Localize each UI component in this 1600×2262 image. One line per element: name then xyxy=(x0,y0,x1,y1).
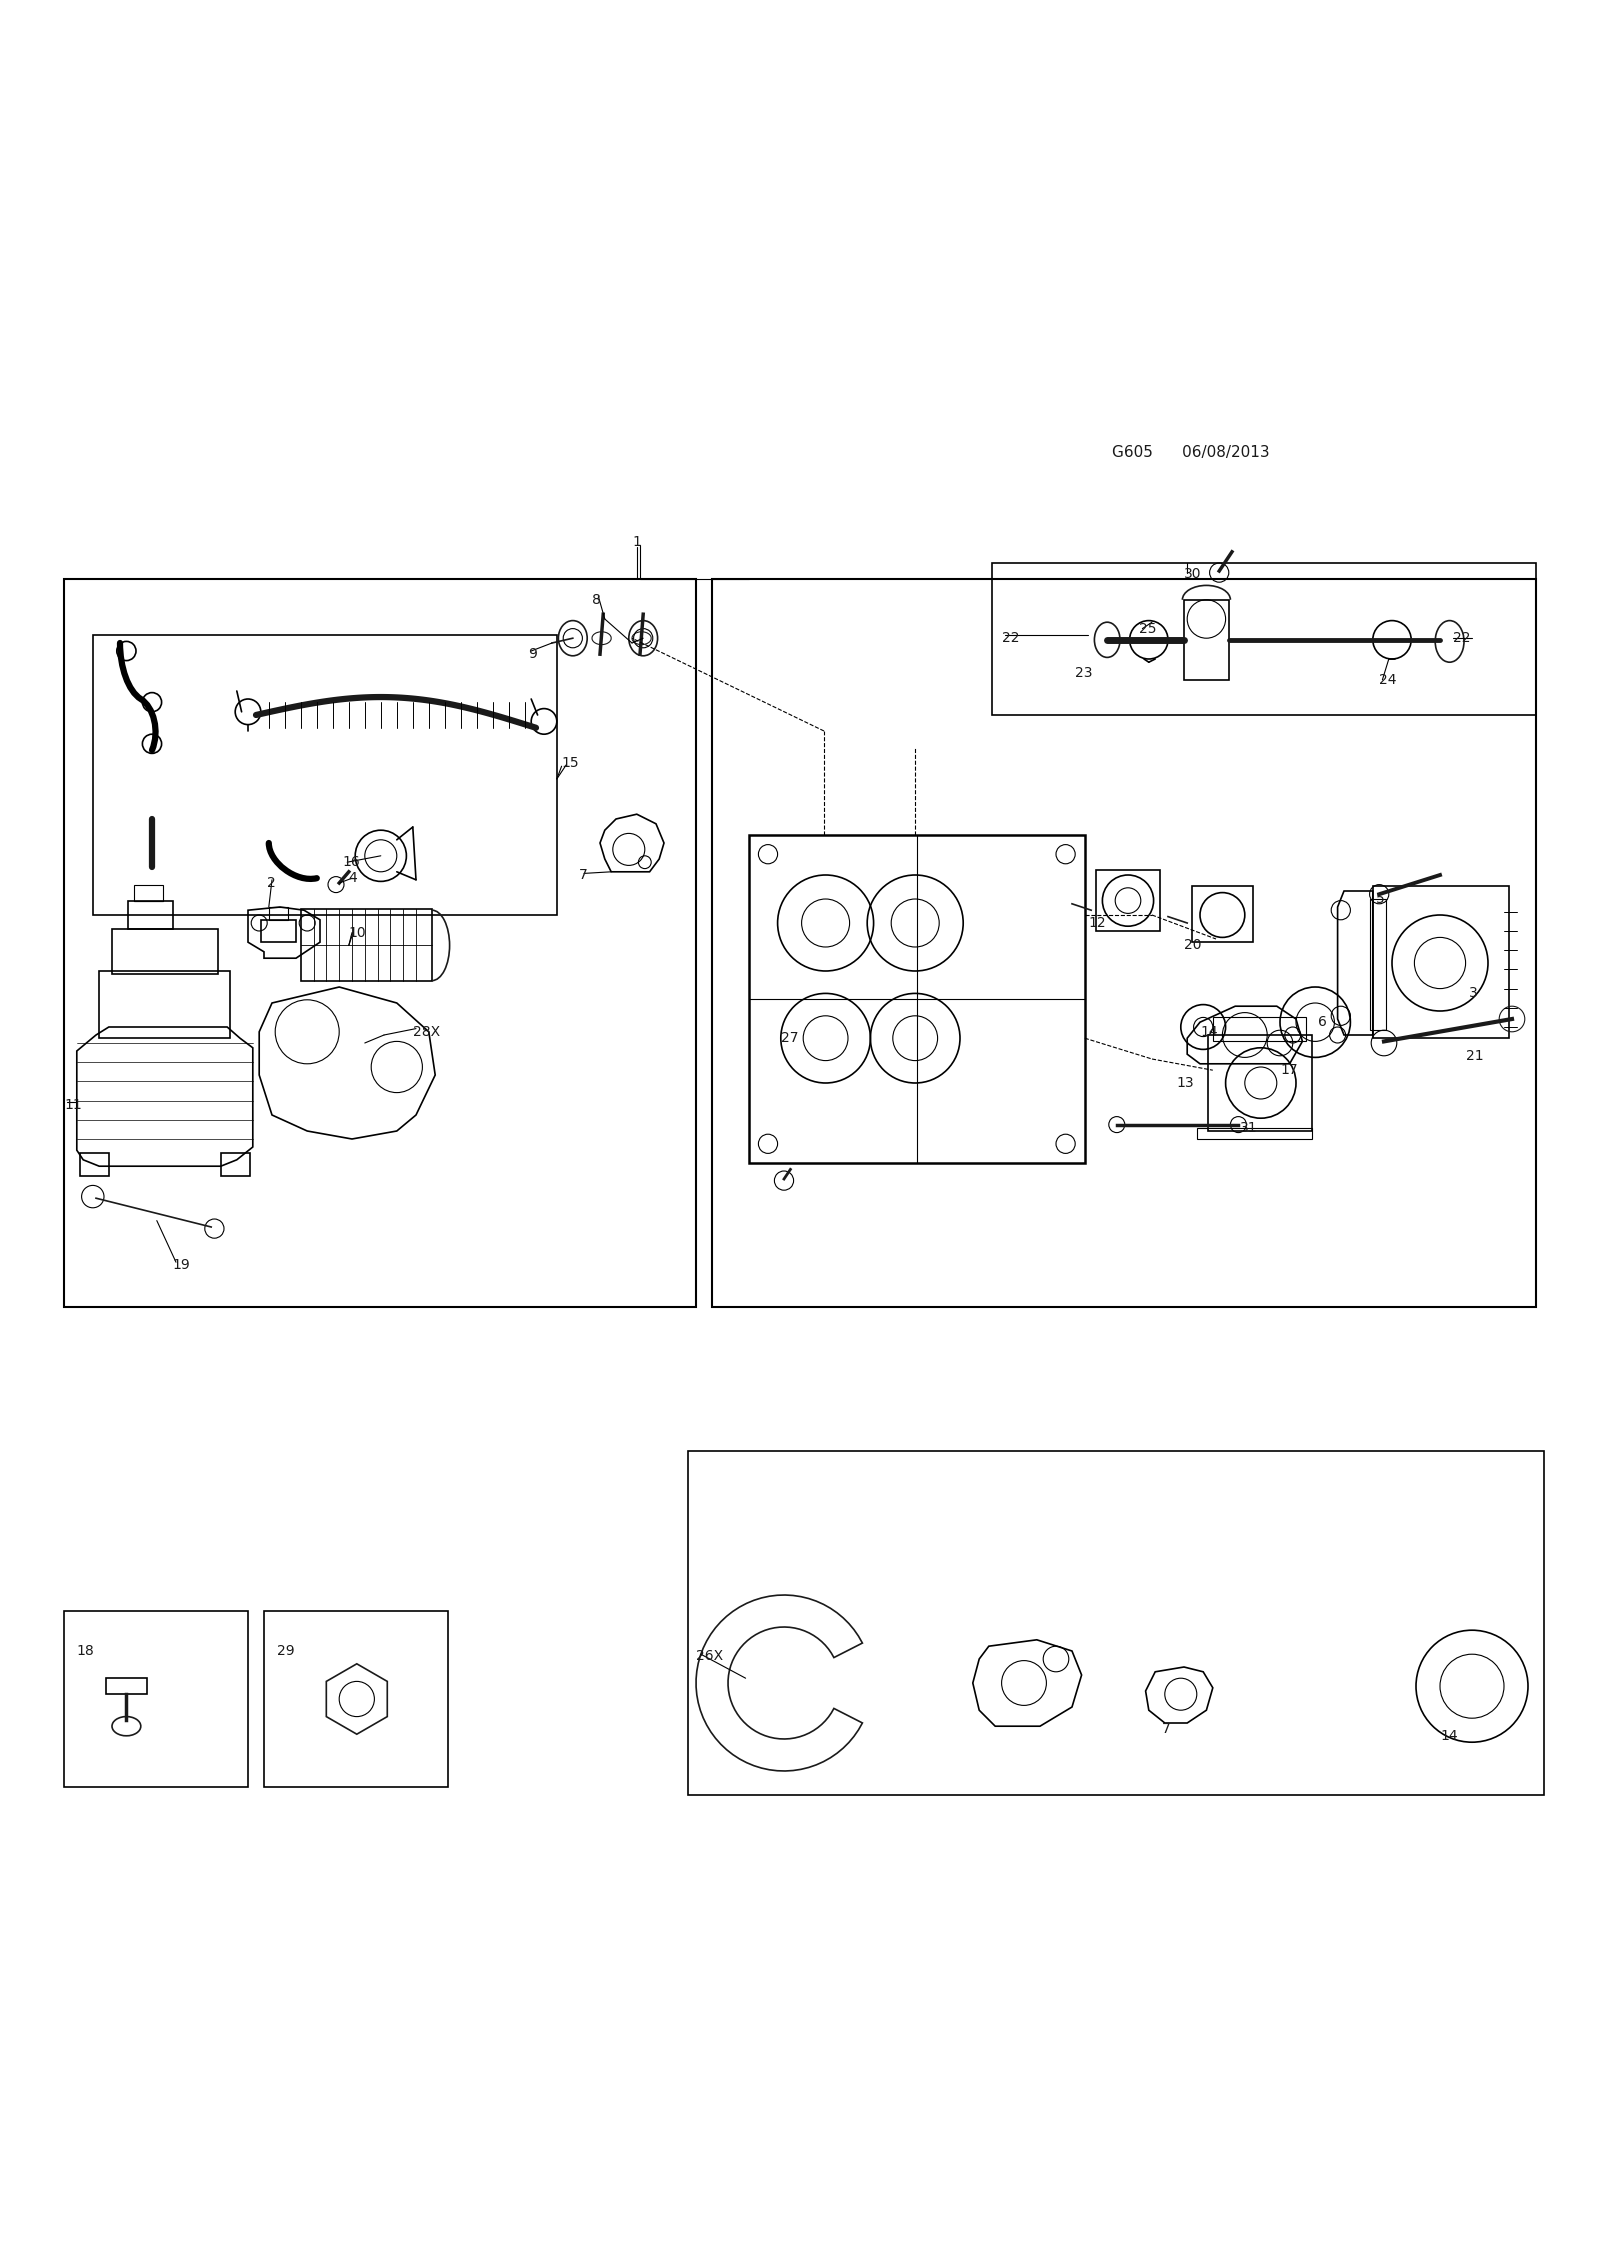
Text: 14: 14 xyxy=(1440,1728,1458,1742)
Bar xyxy=(261,921,296,943)
Text: 25: 25 xyxy=(1139,622,1157,636)
Bar xyxy=(134,884,163,900)
Bar xyxy=(1192,887,1253,943)
Bar xyxy=(264,1611,448,1787)
Text: 29: 29 xyxy=(277,1644,294,1658)
Text: 23: 23 xyxy=(1075,667,1093,681)
Bar xyxy=(1370,898,1386,1029)
Text: 10: 10 xyxy=(349,925,366,939)
Text: 2: 2 xyxy=(267,875,275,889)
Text: 13: 13 xyxy=(1176,1077,1194,1090)
Bar xyxy=(749,835,1085,1163)
Bar xyxy=(93,636,557,916)
Text: 15: 15 xyxy=(562,756,579,769)
Text: 19: 19 xyxy=(173,1258,190,1274)
Bar xyxy=(112,930,218,975)
Text: 22: 22 xyxy=(1453,631,1470,645)
Bar xyxy=(301,909,432,982)
Text: 3: 3 xyxy=(1469,986,1477,1000)
Text: 4: 4 xyxy=(349,871,357,884)
Text: 5: 5 xyxy=(1376,891,1384,907)
Bar xyxy=(1373,887,1509,1038)
Text: 26X: 26X xyxy=(696,1649,723,1663)
Text: 6: 6 xyxy=(1318,1016,1328,1029)
Text: 11: 11 xyxy=(64,1099,82,1113)
Text: 18: 18 xyxy=(77,1644,94,1658)
Bar xyxy=(221,1154,250,1176)
Text: 22: 22 xyxy=(1002,631,1019,645)
Text: 16: 16 xyxy=(342,855,360,869)
Text: 8: 8 xyxy=(592,593,602,606)
Text: 17: 17 xyxy=(1280,1063,1298,1077)
Bar xyxy=(1213,1018,1306,1041)
Bar xyxy=(712,579,1536,1307)
Text: 12: 12 xyxy=(1088,916,1106,930)
Bar xyxy=(1184,599,1229,681)
Bar xyxy=(106,1678,147,1694)
Text: 27: 27 xyxy=(781,1031,798,1045)
Text: 20: 20 xyxy=(1184,939,1202,952)
Bar xyxy=(99,970,230,1038)
Text: 31: 31 xyxy=(1240,1120,1258,1136)
Bar xyxy=(128,900,173,930)
Text: 24: 24 xyxy=(1379,672,1397,688)
Bar xyxy=(64,1611,248,1787)
Bar xyxy=(80,1154,109,1176)
Bar xyxy=(269,907,288,921)
Bar xyxy=(688,1450,1544,1796)
Text: 7: 7 xyxy=(579,869,587,882)
Text: 7: 7 xyxy=(1162,1721,1170,1737)
Text: 1: 1 xyxy=(632,536,642,550)
Bar xyxy=(1208,1036,1312,1131)
Text: 30: 30 xyxy=(1184,568,1202,581)
Text: G605      06/08/2013: G605 06/08/2013 xyxy=(1112,446,1270,459)
Text: 9: 9 xyxy=(528,647,538,661)
Text: 21: 21 xyxy=(1466,1050,1483,1063)
Text: 28X: 28X xyxy=(413,1025,440,1038)
Bar xyxy=(992,563,1536,715)
Text: 14: 14 xyxy=(1200,1025,1218,1038)
Bar xyxy=(1096,871,1160,932)
Bar xyxy=(64,579,696,1307)
